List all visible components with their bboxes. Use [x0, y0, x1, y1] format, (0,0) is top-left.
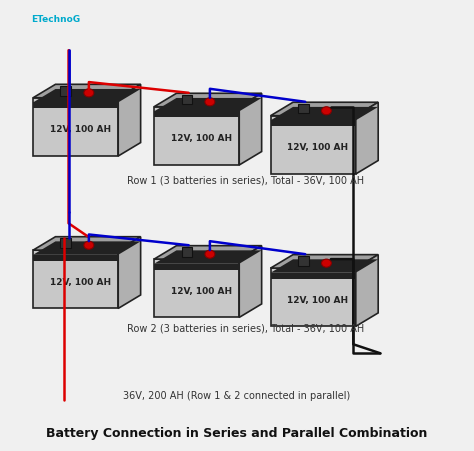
FancyBboxPatch shape [154, 259, 239, 318]
Text: ETechnoG: ETechnoG [31, 15, 80, 24]
Ellipse shape [84, 89, 94, 97]
FancyBboxPatch shape [271, 268, 356, 327]
FancyBboxPatch shape [298, 256, 309, 266]
Ellipse shape [205, 250, 215, 258]
Text: 12V, 100 AH: 12V, 100 AH [287, 295, 348, 304]
Text: 12V, 100 AH: 12V, 100 AH [171, 287, 232, 296]
Polygon shape [271, 102, 378, 116]
FancyBboxPatch shape [61, 86, 71, 96]
FancyBboxPatch shape [33, 98, 118, 156]
Polygon shape [239, 246, 262, 318]
Text: 12V, 100 AH: 12V, 100 AH [287, 143, 348, 152]
FancyBboxPatch shape [182, 95, 192, 105]
Polygon shape [154, 93, 262, 107]
Text: Battery Connection in Series and Parallel Combination: Battery Connection in Series and Paralle… [46, 428, 428, 441]
FancyBboxPatch shape [154, 107, 239, 165]
Polygon shape [154, 250, 262, 264]
Polygon shape [356, 255, 378, 327]
FancyBboxPatch shape [182, 247, 192, 257]
Text: 12V, 100 AH: 12V, 100 AH [50, 278, 111, 287]
FancyBboxPatch shape [154, 111, 239, 117]
Ellipse shape [205, 98, 215, 106]
Polygon shape [118, 84, 141, 156]
Ellipse shape [84, 241, 94, 249]
Polygon shape [154, 98, 262, 111]
Text: 12V, 100 AH: 12V, 100 AH [50, 125, 111, 134]
Polygon shape [356, 102, 378, 174]
Polygon shape [33, 237, 141, 250]
FancyBboxPatch shape [61, 238, 71, 248]
Text: 12V, 100 AH: 12V, 100 AH [171, 134, 232, 143]
Polygon shape [271, 107, 378, 120]
FancyBboxPatch shape [33, 102, 118, 108]
FancyBboxPatch shape [271, 273, 356, 279]
Polygon shape [239, 93, 262, 165]
Polygon shape [271, 259, 378, 273]
FancyBboxPatch shape [33, 250, 118, 308]
FancyBboxPatch shape [154, 264, 239, 270]
Polygon shape [118, 237, 141, 308]
FancyBboxPatch shape [33, 255, 118, 261]
FancyBboxPatch shape [271, 120, 356, 126]
Ellipse shape [321, 107, 331, 115]
FancyBboxPatch shape [271, 116, 356, 174]
FancyBboxPatch shape [298, 104, 309, 114]
Polygon shape [33, 89, 141, 102]
Polygon shape [154, 246, 262, 259]
Text: Row 1 (3 batteries in series), Total - 36V, 100 AH: Row 1 (3 batteries in series), Total - 3… [128, 176, 365, 186]
Polygon shape [33, 84, 141, 98]
Ellipse shape [321, 259, 331, 267]
Text: 36V, 200 AH (Row 1 & 2 connected in parallel): 36V, 200 AH (Row 1 & 2 connected in para… [123, 391, 351, 401]
Polygon shape [33, 241, 141, 255]
Polygon shape [271, 255, 378, 268]
Text: Row 2 (3 batteries in series), Total - 36V, 100 AH: Row 2 (3 batteries in series), Total - 3… [128, 323, 365, 334]
